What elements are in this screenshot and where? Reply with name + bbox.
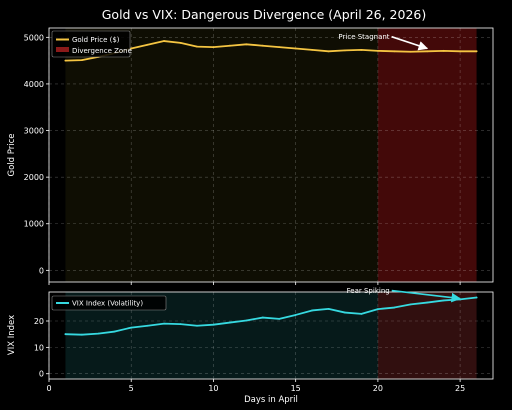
price-data-point	[228, 44, 231, 47]
price-data-point	[163, 40, 166, 42]
price-ytick-label: 1000	[24, 220, 44, 229]
price-data-point	[64, 59, 67, 62]
vix-legend: VIX Index (Volatility)	[51, 295, 167, 311]
price-data-point	[475, 50, 478, 53]
price-ytick-label: 4000	[24, 80, 44, 89]
vix-data-point	[97, 332, 100, 335]
price-data-point	[360, 49, 363, 51]
vix-data-point	[426, 301, 429, 304]
vix-data-point	[278, 317, 281, 320]
vix-data-point	[64, 333, 67, 336]
vix-data-point	[442, 299, 445, 302]
legend-gold-label: Gold Price ($)	[72, 36, 120, 44]
vix-data-point	[113, 330, 116, 333]
price-panel: 0 1000 2000 3000 4000 5000 Price Stagnant Gol…	[7, 27, 494, 285]
vix-data-point	[409, 303, 412, 306]
price-legend: Gold Price ($) Divergence Zone	[51, 30, 132, 58]
price-data-point	[278, 46, 281, 49]
vix-ytick-label: 20	[34, 317, 44, 326]
xtick-label: 25	[455, 384, 465, 393]
price-data-point	[376, 49, 379, 52]
price-data-point	[409, 50, 412, 53]
xtick-label: 5	[129, 384, 134, 393]
vix-data-point	[311, 309, 314, 312]
price-data-point	[344, 49, 346, 52]
price-annotation-arrow	[391, 35, 429, 51]
vix-y-axis-label: VIX Index	[7, 315, 17, 355]
price-data-point	[311, 49, 314, 51]
vix-data-point	[163, 322, 166, 325]
price-data-point	[442, 49, 445, 52]
price-data-point	[294, 47, 297, 50]
price-data-point	[245, 43, 248, 46]
price-data-point	[327, 50, 330, 53]
vix-data-point	[245, 319, 248, 322]
vix-data-point	[130, 326, 133, 329]
vix-data-point	[376, 308, 379, 311]
price-data-point	[261, 44, 264, 47]
price-data-point	[393, 50, 396, 53]
vix-ytick-label: 10	[34, 343, 44, 352]
vix-data-point	[294, 314, 297, 316]
vix-data-point	[344, 311, 346, 314]
vix-data-point	[393, 306, 396, 309]
xtick-label: 15	[291, 384, 301, 393]
price-data-point	[459, 50, 462, 53]
price-data-point	[179, 42, 182, 44]
vix-series-line	[64, 296, 478, 336]
price-data-point	[196, 45, 198, 48]
vix-annotation-arrow	[391, 289, 462, 303]
price-legend-box	[51, 30, 131, 58]
vix-data-point	[196, 324, 198, 327]
vix-data-point	[327, 307, 330, 310]
price-ytick-label: 3000	[24, 127, 44, 136]
vix-legend-box	[51, 295, 167, 311]
legend-divergence-label: Divergence Zone	[72, 47, 132, 55]
vix-data-point	[146, 324, 149, 327]
price-ytick-label: 2000	[24, 173, 44, 182]
vix-data-point	[475, 296, 478, 299]
price-shaded-region-1	[377, 28, 477, 282]
vix-annotation-text: Fear Spiking	[347, 287, 390, 295]
price-plot-frame	[48, 27, 494, 283]
price-ytick-label: 0	[39, 266, 44, 275]
price-annotation-text: Price Stagnant	[338, 33, 389, 41]
vix-data-point	[80, 333, 83, 336]
price-data-point	[146, 43, 149, 46]
vix-ytick-label: 0	[39, 370, 44, 379]
xtick-label: 10	[208, 384, 218, 393]
legend-divergence-swatch	[56, 47, 69, 52]
vix-panel: 0 10 20 0 5 10 15 20 25 Fear Spiking VIX Index D…	[7, 287, 494, 405]
price-data-point	[130, 47, 133, 50]
chart-title: Gold vs VIX: Dangerous Divergence (April…	[102, 7, 427, 22]
price-shaded-region-0	[65, 28, 378, 282]
xtick-label: 0	[46, 384, 51, 393]
xtick-label: 20	[373, 384, 383, 393]
x-axis-label: Days in April	[244, 395, 298, 405]
vix-data-point	[228, 321, 231, 324]
vix-shaded-region-1	[377, 292, 477, 379]
vix-data-point	[179, 323, 182, 326]
price-data-point	[426, 50, 429, 53]
price-series-line	[64, 40, 478, 62]
price-data-point	[212, 46, 215, 49]
vix-data-point	[360, 312, 363, 315]
legend-vix-label: VIX Index (Volatility)	[72, 300, 143, 308]
price-data-point	[80, 59, 83, 62]
vix-data-point	[261, 316, 264, 319]
price-ytick-label: 5000	[24, 33, 44, 42]
vix-data-point	[212, 323, 215, 326]
price-y-axis-label: Gold Price	[7, 134, 17, 177]
